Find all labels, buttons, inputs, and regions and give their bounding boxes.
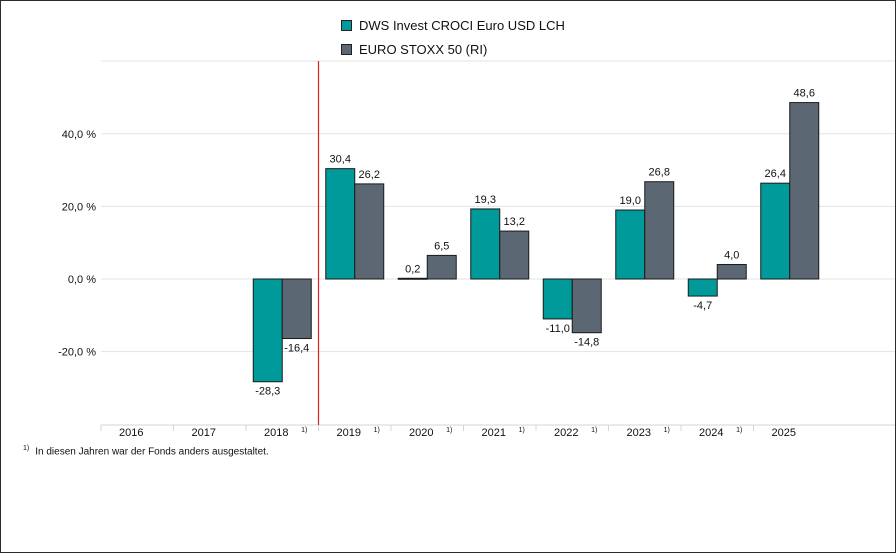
data-label: 26,4 xyxy=(765,168,786,180)
x-tick-label: 2024 xyxy=(699,427,723,439)
data-label: 26,8 xyxy=(649,167,670,179)
bar xyxy=(716,263,747,280)
x-tick-label: 2020 xyxy=(409,427,433,439)
x-tick-footnote-marker: 1) xyxy=(736,427,742,434)
bar xyxy=(571,278,602,334)
x-tick-label: 2021 xyxy=(482,427,506,439)
bar xyxy=(644,181,675,280)
x-tick-footnote-marker: 1) xyxy=(301,427,307,434)
legend-swatch-benchmark xyxy=(341,43,352,55)
bar xyxy=(789,102,820,280)
legend-label-fund: DWS Invest CROCI Euro USD LCH xyxy=(359,17,565,33)
footnote-text: In diesen Jahren war der Fonds anders au… xyxy=(35,446,269,458)
legend-label-benchmark: EURO STOXX 50 (RI) xyxy=(359,41,488,57)
legend-swatch-fund xyxy=(341,19,352,31)
legend: DWS Invest CROCI Euro USD LCH EURO STOXX… xyxy=(341,13,565,61)
bar xyxy=(760,182,791,280)
x-tick-footnote-marker: 1) xyxy=(446,427,452,434)
x-tick-footnote-marker: 1) xyxy=(591,427,597,434)
bar xyxy=(615,209,646,280)
y-tick-label: -20,0 % xyxy=(58,347,96,359)
data-label: -28,3 xyxy=(255,386,280,398)
x-tick-label: 2016 xyxy=(119,427,143,439)
data-label: -14,8 xyxy=(574,337,599,349)
bar xyxy=(499,230,530,280)
data-label: -16,4 xyxy=(284,343,309,355)
bar xyxy=(397,277,428,280)
data-label: -4,7 xyxy=(693,300,712,312)
bar xyxy=(470,208,501,280)
legend-item-benchmark: EURO STOXX 50 (RI) xyxy=(341,37,565,61)
x-tick-label: 2023 xyxy=(627,427,651,439)
footnote: 1) In diesen Jahren war der Fonds anders … xyxy=(23,445,269,457)
bar xyxy=(542,278,573,320)
x-tick-footnote-marker: 1) xyxy=(519,427,525,434)
data-label: 4,0 xyxy=(724,249,739,261)
bar xyxy=(325,168,356,280)
x-tick-label: 2025 xyxy=(772,427,796,439)
data-label: 48,6 xyxy=(794,88,815,100)
data-label: 30,4 xyxy=(330,154,351,166)
data-label: 6,5 xyxy=(434,240,449,252)
data-label: 19,0 xyxy=(620,195,641,207)
y-tick-label: 20,0 % xyxy=(62,201,96,213)
footnote-marker: 1) xyxy=(23,445,30,452)
x-tick-label: 2018 xyxy=(264,427,288,439)
y-tick-label: 40,0 % xyxy=(62,129,96,141)
data-label: -11,0 xyxy=(546,323,570,335)
x-tick-footnote-marker: 1) xyxy=(664,427,670,434)
bar xyxy=(426,254,457,280)
bar xyxy=(252,278,283,383)
bar xyxy=(687,278,718,297)
data-label: 26,2 xyxy=(359,169,380,181)
bar xyxy=(354,183,385,280)
legend-item-fund: DWS Invest CROCI Euro USD LCH xyxy=(341,13,565,37)
data-label: 0,2 xyxy=(405,263,420,275)
x-tick-label: 2017 xyxy=(192,427,216,439)
x-tick-label: 2019 xyxy=(337,427,361,439)
data-label: 19,3 xyxy=(475,194,496,206)
bar xyxy=(281,278,312,340)
data-label: 13,2 xyxy=(504,216,525,228)
y-tick-label: 0,0 % xyxy=(68,274,96,286)
x-tick-label: 2022 xyxy=(554,427,578,439)
x-tick-footnote-marker: 1) xyxy=(374,427,380,434)
